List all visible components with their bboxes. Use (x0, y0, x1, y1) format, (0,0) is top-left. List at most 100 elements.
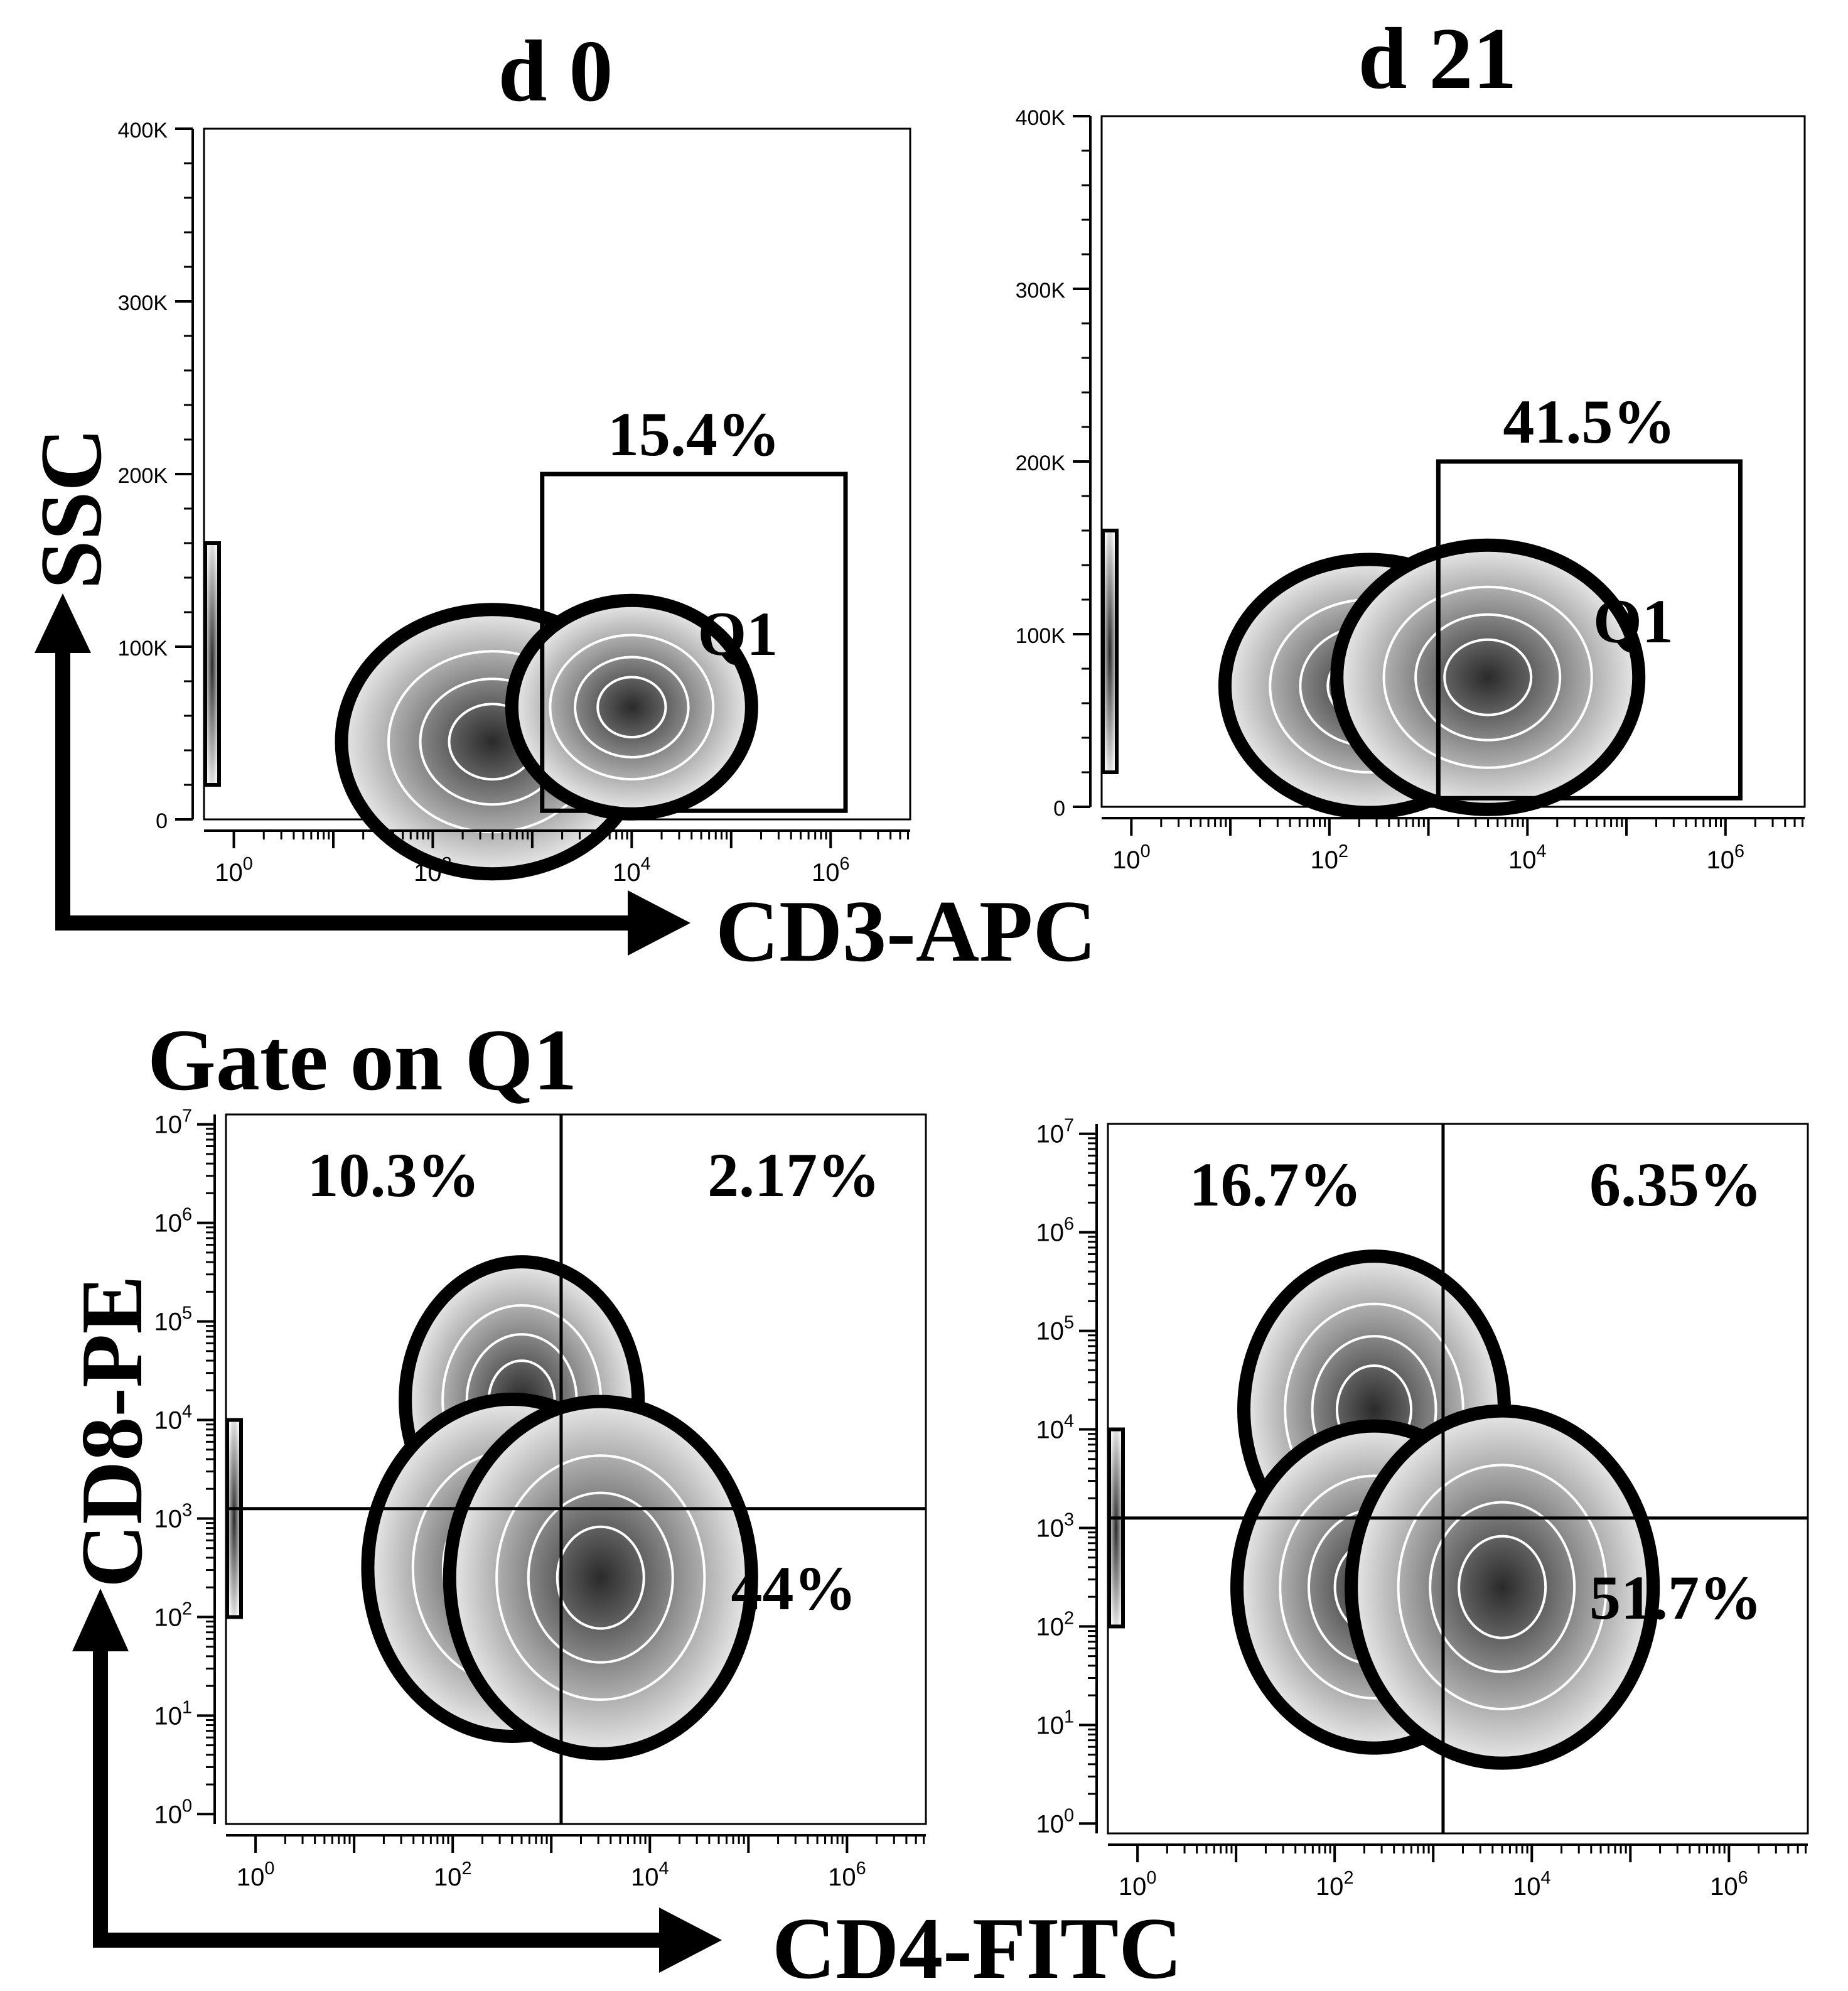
y-tick-label: 400K (118, 119, 168, 143)
x-axis-title-cd4: CD4-FITC (772, 1900, 1182, 1991)
y-tick-label: 106 (154, 1205, 192, 1238)
x-tick-label: 100 (237, 1859, 275, 1891)
x-tick-label: 102 (434, 1859, 472, 1891)
population-outer-contour (505, 593, 758, 821)
population-inner-contour (1443, 638, 1533, 716)
cd8-arrow-head (72, 1589, 129, 1651)
y-tick-label: 102 (1036, 1608, 1074, 1641)
population-density-fill (1358, 1417, 1647, 1757)
column-label-d21: d 21 (1358, 10, 1517, 107)
y-tick-label: 101 (154, 1697, 192, 1730)
x-tick-label: 100 (1112, 841, 1151, 874)
density-population (1330, 538, 1646, 816)
x-tick-label: 106 (1707, 841, 1745, 874)
y-tick-label: 100K (1016, 624, 1066, 648)
quadrant-upper-right-percent: 6.35% (1589, 1150, 1762, 1219)
y-tick-label: 0 (1053, 797, 1065, 821)
x-tick-label: 104 (613, 854, 651, 887)
population-outer-contour (443, 1395, 758, 1761)
x-tick-label: 104 (1513, 1868, 1551, 1901)
gate-name-label: Q1 (1593, 586, 1673, 656)
y-tick-label: 105 (154, 1303, 192, 1336)
population-inner-contour (1382, 585, 1593, 769)
x-tick-label: 102 (1311, 841, 1349, 874)
population-inner-contour (556, 1525, 645, 1630)
quadrant-lower-right-percent: 51.7% (1589, 1563, 1762, 1632)
gate-percent-label: 41.5% (1503, 387, 1675, 456)
panel-d0-cd8-cd4: 100 102 104 106 100 101 102 103 104 105 106 107 10.3… (154, 1106, 927, 1891)
y-tick-label: 105 (1036, 1313, 1074, 1346)
y-axis-title-cd8: CD8-PE (63, 1275, 161, 1588)
q1-gate-rectangle (540, 472, 848, 813)
y-tick-label: 102 (154, 1599, 192, 1631)
y-tick-label: 107 (1036, 1116, 1074, 1148)
quadrant-upper-left-percent: 16.7% (1189, 1150, 1362, 1219)
gate-on-q1-title: Gate on Q1 (148, 1012, 577, 1109)
x-axis-title-cd3: CD3-APC (716, 883, 1097, 980)
x-tick-label: 102 (1316, 1868, 1354, 1901)
population-inner-contour (1397, 1464, 1608, 1711)
edge-population (1101, 529, 1119, 774)
y-tick-label: 100 (154, 1796, 192, 1828)
y-tick-label: 100 (1036, 1805, 1074, 1838)
population-inner-contour (527, 1491, 674, 1664)
x-tick-label: 100 (215, 854, 253, 887)
quadrant-upper-right-percent: 2.17% (707, 1140, 880, 1210)
edge-population (203, 541, 221, 787)
population-inner-contour (596, 676, 667, 739)
density-population (443, 1395, 758, 1761)
panel-d21-ssc-cd3: 100 102 104 106 0 100K 200K 300K 400K 41.5% Q1 (1016, 106, 1806, 874)
y-tick-label: 101 (1036, 1707, 1074, 1739)
y-tick-label: 103 (154, 1500, 192, 1533)
quadrant-upper-left-percent: 10.3% (307, 1140, 480, 1210)
x-tick-label: 102 (414, 854, 452, 887)
population-inner-contour (574, 656, 690, 758)
population-density-fill (456, 1408, 745, 1747)
panel-d0-ssc-cd3: 100 102 104 106 0 100K 200K 300K 400K 15.4% Q1 (118, 119, 911, 887)
y-tick-label: 300K (1016, 279, 1066, 303)
edge-population (225, 1418, 243, 1619)
q1-gate-rectangle (1436, 459, 1743, 801)
panel-d21-cd8-cd4: 100 102 104 106 100 101 102 103 104 105 106 107 16.7… (1036, 1116, 1809, 1901)
y-tick-label: 0 (156, 809, 168, 833)
top-axes-arrows (35, 593, 690, 956)
edge-population (1107, 1427, 1125, 1629)
y-tick-label: 200K (1016, 451, 1066, 475)
x-tick-label: 104 (631, 1859, 669, 1891)
ssc-arrow-head (35, 593, 91, 653)
column-label-d0: d 0 (498, 23, 613, 120)
x-tick-label: 104 (1508, 841, 1547, 874)
density-population (505, 593, 758, 821)
y-tick-label: 100K (118, 637, 168, 661)
bottom-axes-arrows (72, 1589, 722, 1973)
y-tick-label: 104 (1036, 1411, 1074, 1444)
density-population (1345, 1404, 1660, 1770)
population-density-fill (1343, 551, 1633, 803)
x-tick-label: 106 (828, 1859, 866, 1891)
population-outer-contour (1330, 538, 1646, 816)
cd4-arrow-head (659, 1907, 722, 1973)
population-inner-contour (495, 1454, 706, 1702)
population-outer-contour (1345, 1404, 1660, 1770)
x-tick-label: 106 (1710, 1868, 1748, 1901)
population-inner-contour (1414, 613, 1562, 742)
y-tick-label: 200K (118, 464, 168, 488)
y-axis-title-ssc: SSC (23, 428, 120, 590)
x-tick-label: 106 (812, 854, 850, 887)
y-tick-label: 104 (154, 1402, 192, 1435)
population-inner-contour (1458, 1535, 1547, 1639)
y-tick-label: 400K (1016, 106, 1066, 130)
gate-percent-label: 15.4% (608, 399, 780, 469)
y-tick-label: 107 (154, 1106, 192, 1139)
cd3-arrow-head (628, 890, 690, 956)
y-tick-label: 103 (1036, 1509, 1074, 1542)
gate-name-label: Q1 (697, 599, 778, 669)
population-density-fill (518, 607, 745, 807)
population-inner-contour (1429, 1501, 1576, 1673)
quadrant-lower-right-percent: 44% (731, 1553, 856, 1623)
y-tick-label: 300K (118, 291, 168, 315)
y-tick-label: 106 (1036, 1214, 1074, 1247)
x-tick-label: 100 (1119, 1868, 1157, 1901)
population-inner-contour (549, 634, 715, 781)
